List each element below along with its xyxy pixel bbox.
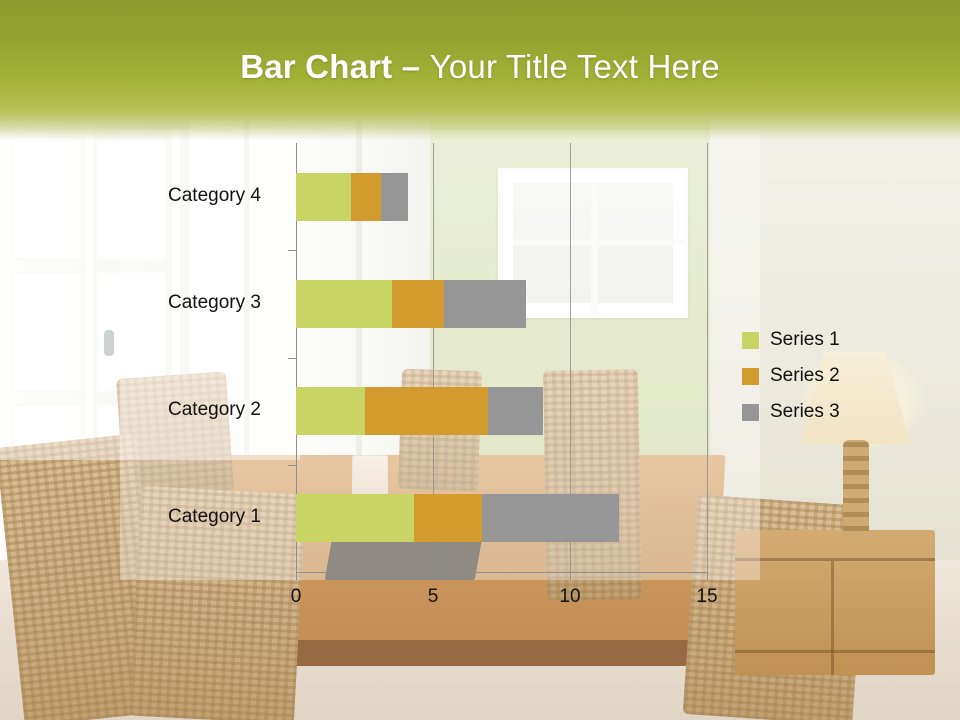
legend-label-series-2: Series 2 <box>770 365 840 386</box>
x-tick-label: 0 <box>290 586 302 607</box>
x-axis-line <box>296 572 708 573</box>
bar-segment[interactable] <box>487 387 543 436</box>
page-title: Bar Chart – Your Title Text Here <box>0 48 960 86</box>
legend-swatch-series-2 <box>742 367 759 385</box>
legend-item-series-1[interactable]: Series 1 <box>742 322 840 358</box>
y-tick-mark <box>288 357 296 359</box>
x-tick-label: 15 <box>696 586 718 607</box>
x-gridline <box>433 143 434 572</box>
bar-segment[interactable] <box>296 387 365 436</box>
bar-segment[interactable] <box>443 279 527 328</box>
x-tick-label: 10 <box>559 586 581 607</box>
title-rest: Your Title Text Here <box>429 48 720 85</box>
legend-swatch-series-3 <box>742 403 759 421</box>
bar-segment[interactable] <box>296 279 392 328</box>
bar-segment[interactable] <box>296 494 414 543</box>
legend-label-series-3: Series 3 <box>770 401 840 422</box>
legend-item-series-2[interactable]: Series 2 <box>742 358 840 394</box>
bar-segment[interactable] <box>296 172 351 221</box>
bar-segment[interactable] <box>350 172 381 221</box>
title-dash: – <box>392 48 430 85</box>
x-gridline <box>570 143 571 572</box>
sideboard <box>735 530 935 675</box>
category-label: Category 1 <box>168 506 261 528</box>
legend-swatch-series-1 <box>742 331 759 349</box>
title-band: Bar Chart – Your Title Text Here <box>0 0 960 140</box>
legend-item-series-3[interactable]: Series 3 <box>742 394 840 430</box>
y-tick-mark <box>288 250 296 252</box>
x-tick-mark <box>295 572 297 580</box>
y-axis-line <box>296 143 297 572</box>
category-label: Category 2 <box>168 399 261 421</box>
x-tick-mark <box>569 572 571 580</box>
legend-label-series-1: Series 1 <box>770 329 840 350</box>
bar-segment[interactable] <box>364 387 488 436</box>
title-bold-part: Bar Chart <box>240 48 393 85</box>
bar-segment[interactable] <box>413 494 483 543</box>
x-gridline <box>707 143 708 572</box>
wall-picture-frame <box>498 168 688 318</box>
lamp-base <box>843 440 869 540</box>
category-label: Category 3 <box>168 291 261 313</box>
x-tick-label: 5 <box>427 586 439 607</box>
chart-legend: Series 1 Series 2 Series 3 <box>742 322 840 430</box>
x-tick-mark <box>706 572 708 580</box>
bar-segment[interactable] <box>391 279 444 328</box>
left-haze <box>0 130 300 460</box>
y-tick-mark <box>288 464 296 466</box>
x-tick-mark <box>432 572 434 580</box>
bar-segment[interactable] <box>380 172 409 221</box>
bar-segment[interactable] <box>482 494 620 543</box>
category-label: Category 4 <box>168 184 261 206</box>
